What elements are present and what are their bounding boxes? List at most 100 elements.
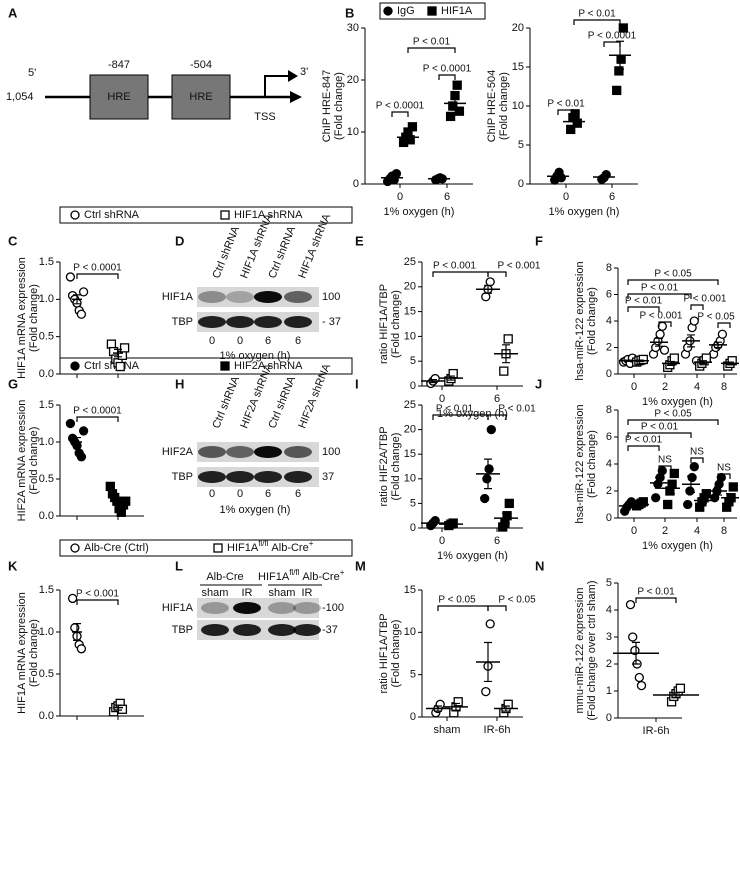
x-tick-label: 8 [721, 525, 727, 537]
significance-bracket [76, 273, 119, 279]
error-bar [484, 641, 492, 683]
lane-label: HIF2A shRNA [296, 362, 333, 431]
y-axis-label: (Fold change) [498, 72, 510, 140]
y-tick-label: 10 [404, 626, 416, 638]
panel-letter: E [355, 233, 364, 248]
significance-label: P < 0.01 [625, 435, 663, 446]
significance-label: P < 0.01 [641, 422, 679, 433]
y-axis-label: HIF2A mRNA expression [16, 400, 28, 522]
error-bar [435, 177, 443, 180]
panel-letter: N [535, 558, 544, 573]
legend-marker [427, 6, 437, 16]
legend-marker [70, 543, 80, 553]
tss-arrowhead [288, 70, 298, 82]
significance-bracket [573, 19, 621, 25]
data-point [106, 339, 117, 349]
panel-letter: B [345, 5, 354, 20]
error-bar [429, 521, 437, 526]
data-point [572, 118, 582, 128]
y-axis-label: (Fold change) [586, 287, 598, 355]
y-tick-label: 20 [404, 424, 416, 436]
blot-band [198, 446, 226, 458]
significance-label: P < 0.0001 [588, 31, 637, 42]
error-bar [672, 692, 680, 698]
data-point [717, 329, 728, 339]
significance-bracket [487, 605, 507, 611]
y-tick-label: 1.0 [39, 293, 54, 305]
error-bar [699, 360, 707, 364]
y-axis-label: ChIP HRE-504 [486, 70, 498, 143]
y-tick-label: 0 [518, 178, 524, 190]
lane-label: IR [302, 587, 313, 599]
lane-label: Ctrl shRNA [266, 224, 298, 280]
data-point [689, 462, 699, 472]
protein-label: HIF1A [162, 291, 194, 303]
data-point [618, 23, 628, 33]
significance-bracket [658, 465, 672, 471]
legend-marker [213, 543, 223, 553]
y-tick-label: 4 [606, 315, 612, 327]
error-bar [484, 284, 492, 294]
y-tick-label: 5 [606, 577, 612, 589]
group-label: HIF1Afl/fl Alb-Cre+ [258, 568, 345, 583]
legend-marker [70, 361, 80, 371]
error-bar [484, 458, 492, 490]
size-marker: 37 [322, 471, 334, 483]
y-tick-label: 0.0 [39, 510, 54, 522]
legend-label: IgG [397, 5, 415, 17]
panel-letter: L [175, 558, 183, 573]
y-axis-label: (Fold change) [390, 620, 402, 688]
x-tick-label: 2 [662, 525, 668, 537]
data-point [657, 466, 667, 476]
text-part: HIF1A shRNA [234, 209, 303, 221]
significance-bracket [407, 47, 456, 53]
y-tick-label: 10 [347, 126, 359, 138]
data-point [481, 686, 491, 697]
hre-box [89, 74, 149, 120]
data-point [445, 111, 456, 122]
blot-band [284, 316, 312, 328]
data-point [685, 486, 695, 496]
hre-label: HRE [107, 91, 130, 103]
significance-label: P < 0.05 [438, 595, 476, 606]
error-bar [714, 486, 722, 496]
data-point [76, 452, 87, 462]
protein-label: HIF1A [162, 602, 194, 614]
significance-label: NS [717, 463, 731, 474]
data-point [663, 499, 673, 510]
size-marker: -37 [322, 624, 338, 636]
data-point [65, 418, 76, 429]
error-bar [655, 337, 663, 347]
text-part: HIF1A [258, 571, 290, 583]
significance-bracket [627, 279, 719, 285]
legend-label: Alb-Cre (Ctrl) [84, 542, 149, 554]
error-bar [429, 378, 437, 384]
x-tick-label: 0 [631, 525, 637, 537]
panel-letter: G [8, 376, 18, 391]
blot-band [268, 602, 296, 614]
blot-band [201, 624, 229, 636]
hre-box [171, 74, 231, 120]
significance-label: P < 0.001 [433, 261, 476, 272]
y-tick-label: 6 [606, 431, 612, 443]
text-part: HIF1A [227, 542, 259, 554]
legend-label: Ctrl shRNA [84, 360, 140, 372]
panel-letter: M [355, 558, 366, 573]
lane-label: HIF1A shRNA [296, 212, 333, 281]
y-tick-label: 0 [410, 380, 416, 392]
data-point [659, 345, 670, 355]
y-tick-label: 15 [404, 306, 416, 318]
lane-label: Ctrl shRNA [210, 224, 242, 280]
significance-label: P < 0.001 [76, 589, 119, 600]
legend-label: HIF1Afl/fl Alb-Cre+ [227, 539, 314, 554]
x-axis-label: 1% oxygen (h) [642, 540, 713, 552]
data-point [70, 623, 80, 633]
data-point [701, 489, 711, 499]
y-axis-label: hsa-miR-122 expression [574, 404, 586, 523]
tss-label: TSS [254, 111, 275, 123]
legend-marker [220, 361, 230, 371]
x-tick-label: 4 [694, 525, 700, 537]
error-bar [447, 375, 455, 381]
blot-band [233, 602, 261, 614]
error-bar [502, 512, 510, 524]
